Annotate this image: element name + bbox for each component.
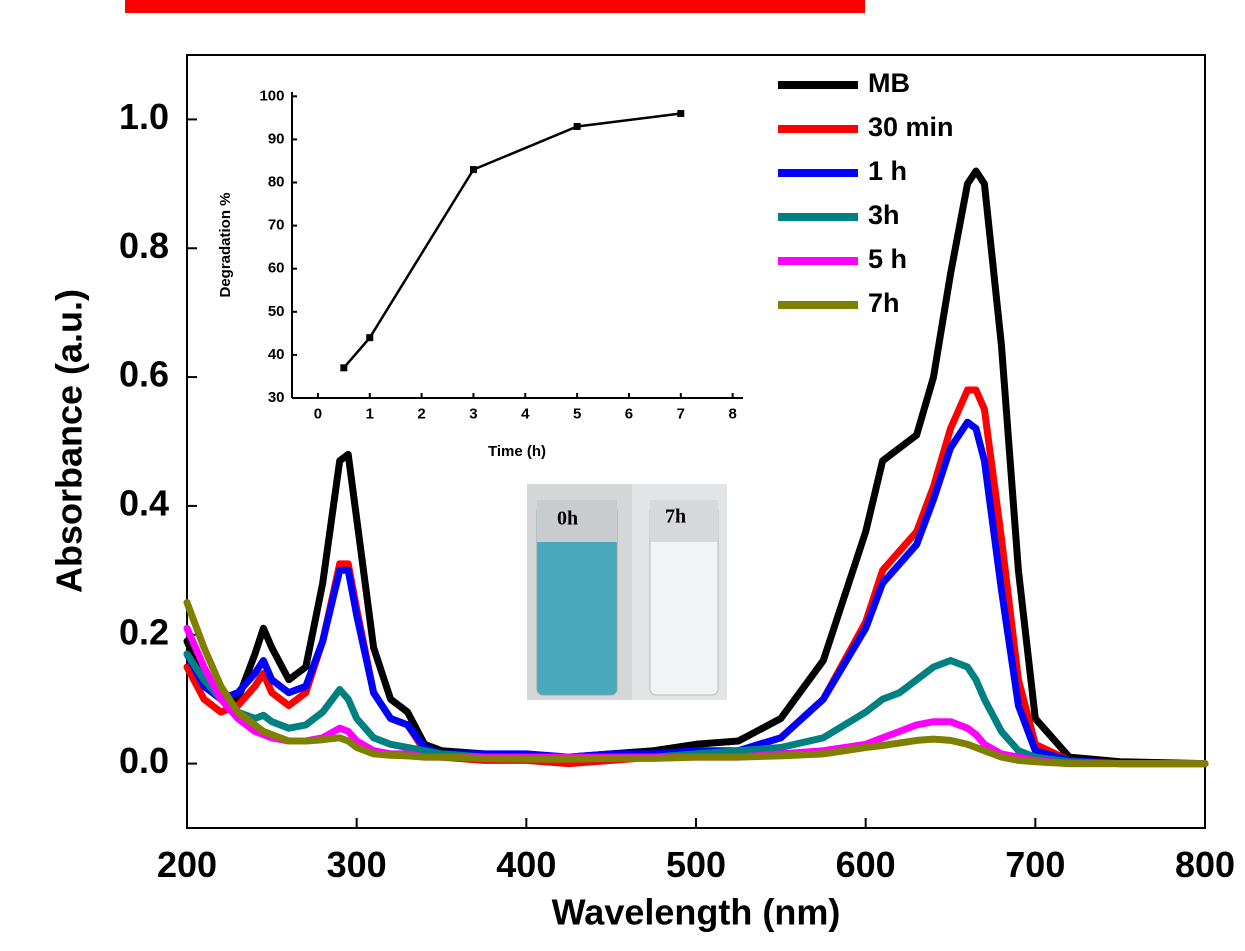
data-point [573, 122, 581, 130]
x-tick-label: 1 [366, 405, 374, 422]
y-tick-label: 0.0 [119, 740, 169, 781]
x-tick-label: 4 [521, 405, 530, 422]
data-point [366, 334, 374, 342]
y-tick-label: 50 [268, 303, 285, 320]
y-tick-label: 80 [268, 173, 285, 190]
vial-cap [650, 500, 718, 542]
data-line [183, 599, 1209, 768]
x-tick-label: 200 [157, 844, 217, 885]
legend-label: 30 min [868, 112, 954, 142]
data-point [469, 166, 477, 174]
y-tick-label: 0.4 [119, 482, 169, 523]
y-tick-label: 40 [268, 346, 285, 363]
x-tick-label: 5 [573, 405, 581, 422]
data-point [677, 110, 685, 118]
plot-frame [186, 54, 1206, 829]
photo-label: 7h [665, 506, 686, 528]
y-tick-label: 70 [268, 217, 285, 234]
y-tick-label: 100 [259, 87, 284, 104]
x-tick-label: 2 [417, 405, 425, 422]
photo-label: 0h [557, 508, 578, 530]
x-tick-label: 6 [625, 405, 633, 422]
red-bar [125, 0, 865, 13]
inset-y-axis-title: Degradation % [217, 192, 234, 297]
y-tick-label: 0.6 [119, 354, 169, 395]
legend-label: 5 h [868, 244, 907, 274]
y-tick-label: 90 [268, 130, 285, 147]
x-tick-label: 7 [677, 405, 685, 422]
x-tick-label: 3 [469, 405, 477, 422]
x-tick-label: 600 [836, 844, 896, 885]
vial-cap [537, 500, 617, 542]
inset-x-axis-title: Time (h) [488, 443, 546, 460]
x-axis-title: Wavelength (nm) [552, 892, 841, 933]
x-tick-label: 8 [728, 405, 736, 422]
photo: 0h 7h [527, 484, 727, 700]
y-axis-title: Absorbance (a.u.) [49, 289, 90, 593]
x-tick-label: 800 [1175, 844, 1235, 885]
data-line [342, 112, 681, 369]
x-tick-label: 300 [327, 844, 387, 885]
legend-label: 3h [868, 200, 900, 230]
legend-label: MB [868, 68, 910, 98]
y-tick-label: 30 [268, 389, 285, 406]
y-tick-label: 0.8 [119, 225, 169, 266]
y-tick-label: 1.0 [119, 96, 169, 137]
x-tick-label: 400 [496, 844, 556, 885]
y-tick-label: 0.2 [119, 611, 169, 652]
legend-label: 7h [868, 288, 900, 318]
data-point [340, 364, 348, 372]
y-tick-label: 60 [268, 260, 285, 277]
x-tick-label: 0 [314, 405, 322, 422]
x-tick-label: 700 [1005, 844, 1065, 885]
x-tick-label: 500 [666, 844, 726, 885]
legend-label: 1 h [868, 156, 907, 186]
